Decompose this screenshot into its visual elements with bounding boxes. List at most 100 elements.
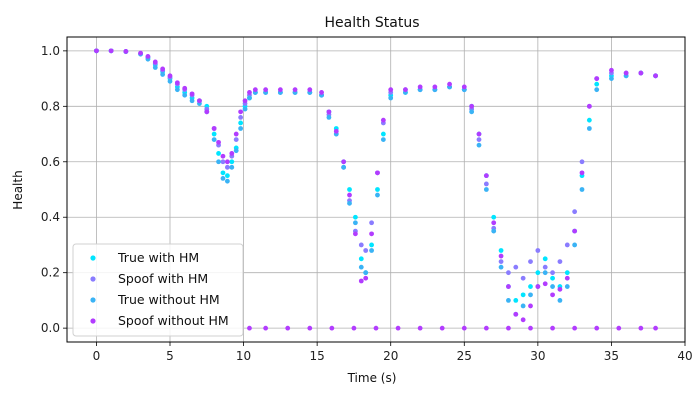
data-point-true-with-hm bbox=[535, 270, 541, 276]
data-point-true-without-hm bbox=[388, 95, 394, 101]
data-point-spoof-without-hm bbox=[557, 286, 563, 292]
data-point-true-with-hm bbox=[224, 173, 230, 179]
data-point-spoof-with-hm bbox=[535, 248, 541, 253]
data-point-true-with-hm bbox=[520, 292, 526, 298]
data-point-spoof-without-hm bbox=[432, 84, 438, 90]
data-point-spoof-without-hm bbox=[229, 151, 235, 156]
x-tick-label: 40 bbox=[677, 349, 692, 363]
data-point-spoof-without-hm bbox=[461, 84, 467, 90]
data-point-spoof-without-hm bbox=[638, 325, 644, 331]
data-point-true-without-hm bbox=[476, 142, 482, 148]
data-point-spoof-without-hm bbox=[638, 70, 644, 76]
data-point-true-with-hm bbox=[491, 214, 497, 220]
data-point-spoof-with-hm bbox=[224, 164, 230, 170]
data-point-spoof-without-hm bbox=[535, 284, 541, 289]
data-point-true-without-hm bbox=[358, 264, 364, 270]
legend-marker-spoof-without-hm bbox=[90, 318, 96, 324]
data-point-spoof-without-hm bbox=[439, 325, 445, 331]
legend-box bbox=[72, 243, 244, 337]
data-point-spoof-without-hm bbox=[353, 231, 358, 237]
legend-marker-spoof-with-hm bbox=[90, 276, 96, 282]
data-point-spoof-without-hm bbox=[469, 103, 475, 109]
data-point-spoof-without-hm bbox=[108, 48, 114, 54]
data-point-spoof-without-hm bbox=[347, 192, 352, 198]
x-tick-label: 15 bbox=[310, 349, 325, 363]
data-point-true-without-hm bbox=[229, 164, 235, 170]
data-point-spoof-without-hm bbox=[247, 325, 252, 331]
data-point-spoof-without-hm bbox=[292, 87, 298, 93]
data-point-spoof-with-hm bbox=[369, 220, 374, 226]
data-point-spoof-without-hm bbox=[160, 66, 166, 72]
data-point-spoof-with-hm bbox=[550, 270, 555, 276]
data-point-spoof-with-hm bbox=[579, 159, 585, 165]
data-point-spoof-without-hm bbox=[417, 325, 423, 331]
legend-label-spoof-with-hm: Spoof with HM bbox=[118, 271, 208, 286]
data-point-true-without-hm bbox=[586, 126, 592, 131]
data-point-spoof-without-hm bbox=[307, 325, 313, 331]
y-tick-label: 0.0 bbox=[41, 321, 60, 335]
data-point-spoof-without-hm bbox=[513, 311, 519, 317]
data-point-spoof-without-hm bbox=[233, 131, 239, 137]
data-point-true-without-hm bbox=[353, 220, 358, 226]
data-point-true-with-hm bbox=[238, 120, 244, 126]
data-point-true-with-hm bbox=[353, 214, 358, 220]
legend-label-spoof-without-hm: Spoof without HM bbox=[118, 313, 229, 328]
data-point-spoof-without-hm bbox=[528, 303, 533, 309]
data-point-spoof-without-hm bbox=[483, 325, 489, 331]
data-point-spoof-with-hm bbox=[238, 115, 244, 120]
data-point-spoof-without-hm bbox=[609, 67, 614, 73]
data-point-spoof-without-hm bbox=[395, 325, 401, 331]
legend-marker-true-with-hm bbox=[90, 255, 96, 261]
data-point-true-without-hm bbox=[564, 284, 570, 289]
data-point-spoof-without-hm bbox=[528, 325, 533, 331]
data-point-spoof-without-hm bbox=[476, 131, 482, 137]
data-point-spoof-without-hm bbox=[152, 59, 158, 65]
data-point-spoof-without-hm bbox=[498, 253, 504, 259]
data-point-spoof-without-hm bbox=[447, 81, 452, 87]
data-point-spoof-with-hm bbox=[220, 159, 226, 165]
data-point-spoof-without-hm bbox=[94, 48, 99, 54]
data-point-spoof-without-hm bbox=[220, 153, 226, 159]
chart-title: Health Status bbox=[324, 15, 419, 31]
legend: True with HM Spoof with HM True without … bbox=[72, 243, 244, 337]
data-point-true-with-hm bbox=[498, 248, 504, 253]
data-point-spoof-with-hm bbox=[358, 242, 364, 248]
y-tick-label: 0.4 bbox=[41, 210, 60, 224]
data-point-spoof-without-hm bbox=[224, 159, 230, 165]
plot-frame bbox=[66, 36, 686, 343]
legend-marker-true-without-hm bbox=[90, 297, 96, 303]
data-point-true-with-hm bbox=[229, 159, 235, 165]
data-point-true-without-hm bbox=[572, 242, 578, 248]
data-point-spoof-without-hm bbox=[586, 103, 592, 109]
data-point-spoof-without-hm bbox=[197, 98, 202, 104]
data-point-spoof-without-hm bbox=[123, 49, 129, 54]
y-tick-label: 0.8 bbox=[41, 99, 60, 113]
data-point-spoof-with-hm bbox=[564, 242, 570, 248]
data-point-true-with-hm bbox=[375, 187, 380, 192]
data-point-true-with-hm bbox=[564, 270, 570, 276]
data-point-spoof-without-hm bbox=[572, 325, 578, 331]
data-point-spoof-without-hm bbox=[242, 98, 248, 104]
data-point-spoof-without-hm bbox=[138, 50, 143, 56]
data-point-spoof-with-hm bbox=[513, 264, 519, 270]
data-point-true-without-hm bbox=[182, 92, 188, 98]
data-point-true-with-hm bbox=[380, 131, 386, 137]
data-point-spoof-without-hm bbox=[520, 317, 526, 323]
data-point-true-without-hm bbox=[542, 270, 548, 276]
data-point-spoof-without-hm bbox=[623, 70, 629, 76]
data-point-spoof-without-hm bbox=[211, 126, 217, 131]
data-point-spoof-without-hm bbox=[358, 278, 364, 284]
y-axis-title: Health bbox=[11, 170, 25, 209]
data-point-true-with-hm bbox=[358, 256, 364, 262]
data-point-true-without-hm bbox=[498, 264, 504, 270]
data-point-true-with-hm bbox=[216, 151, 221, 156]
data-point-true-without-hm bbox=[189, 98, 195, 104]
data-point-true-without-hm bbox=[216, 159, 221, 165]
data-point-true-without-hm bbox=[528, 292, 533, 298]
data-point-spoof-without-hm bbox=[542, 281, 548, 287]
data-point-true-without-hm bbox=[469, 109, 475, 115]
data-point-true-without-hm bbox=[326, 115, 332, 120]
data-point-true-with-hm bbox=[594, 81, 600, 87]
